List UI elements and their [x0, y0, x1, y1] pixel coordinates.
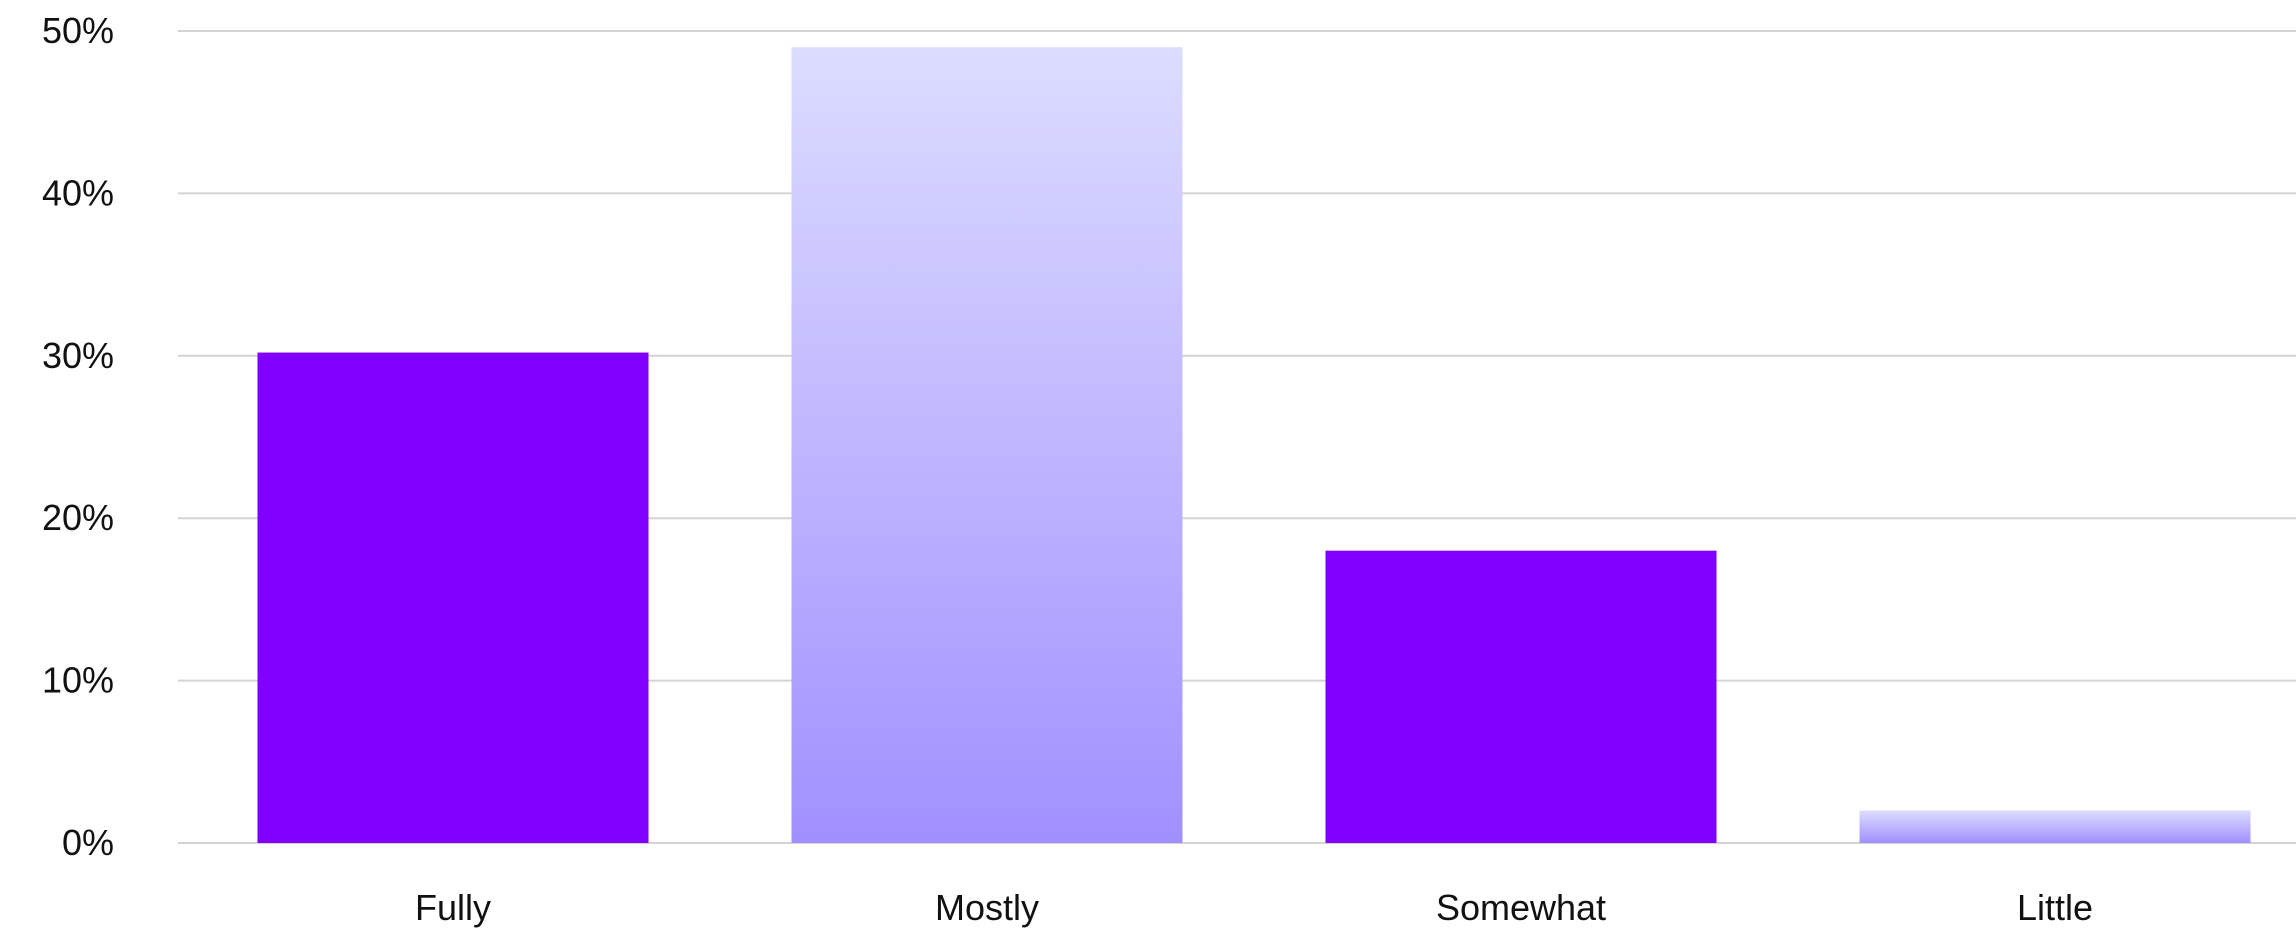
- y-tick-label: 0%: [62, 822, 114, 863]
- x-category-label: Mostly: [935, 887, 1039, 928]
- y-tick-label: 40%: [42, 172, 114, 213]
- bars: [257, 47, 2251, 844]
- bar-little: [1859, 810, 2251, 843]
- bar-mostly: [791, 47, 1183, 844]
- bar-fully: [257, 352, 649, 843]
- x-category-label: Little: [2017, 887, 2093, 928]
- y-tick-label: 10%: [42, 660, 114, 701]
- y-tick-label: 20%: [42, 497, 114, 538]
- y-tick-label: 50%: [42, 10, 114, 51]
- bar-somewhat: [1325, 550, 1717, 843]
- x-axis-category-labels: Fully Mostly Somewhat Little: [415, 887, 2093, 928]
- x-category-label: Fully: [415, 887, 491, 928]
- x-category-label: Somewhat: [1436, 887, 1606, 928]
- y-tick-label: 30%: [42, 335, 114, 376]
- y-axis-tick-labels: 0% 10% 20% 30% 40% 50%: [42, 10, 114, 863]
